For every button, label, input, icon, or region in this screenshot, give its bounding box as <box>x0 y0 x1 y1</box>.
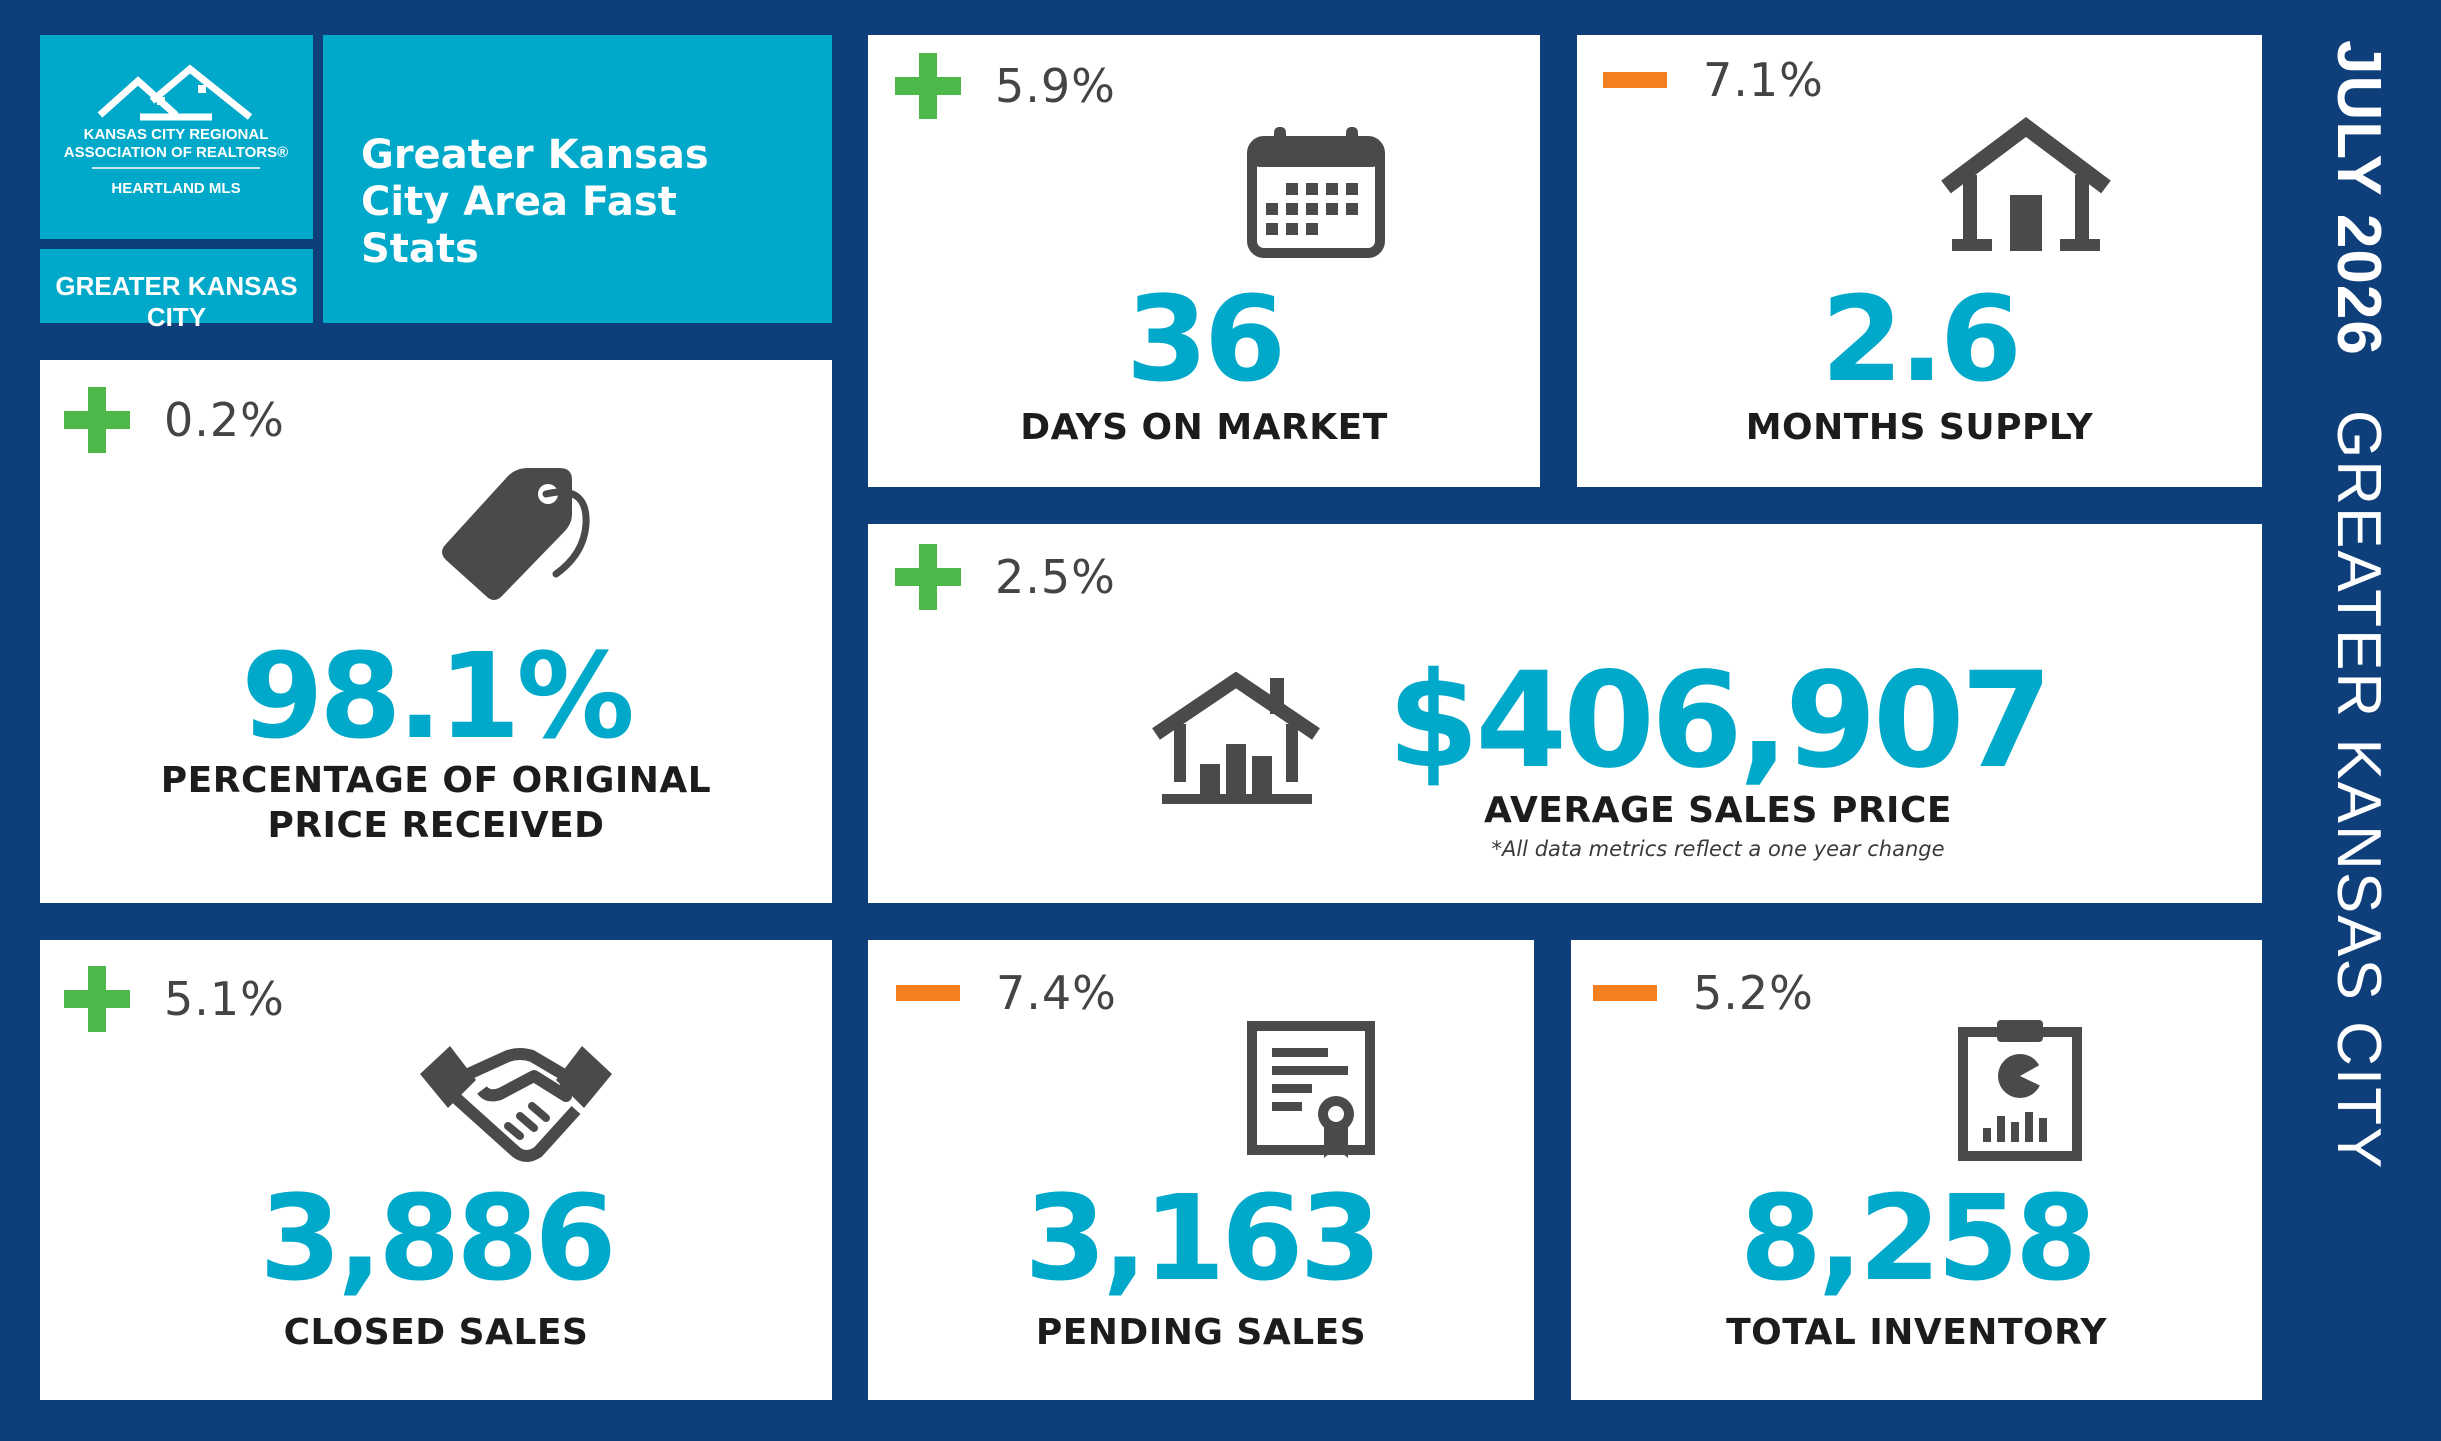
stat-label: MONTHS SUPPLY <box>1745 407 2094 448</box>
stat-label: AVERAGE SALES PRICE <box>1484 790 1952 831</box>
minus-icon <box>1603 72 1667 88</box>
title-block: Greater Kansas City Area Fast Stats <box>323 35 832 323</box>
stat-value: 98.1% <box>241 627 634 765</box>
report-month: JULY 2026 <box>2324 40 2393 356</box>
change-percent: 5.9% <box>995 59 1116 113</box>
handshake-icon <box>420 1046 612 1162</box>
change-percent: 0.2% <box>164 393 285 447</box>
calendar-icon <box>1247 127 1385 258</box>
svg-text:HEARTLAND MLS: HEARTLAND MLS <box>111 180 240 197</box>
card-total-inventory: 5.2% 8,258 TOTAL INVENTORY <box>1571 940 2262 1400</box>
change-indicator: 5.9% <box>895 53 1116 119</box>
plus-icon <box>64 966 130 1032</box>
minus-icon <box>1593 985 1657 1001</box>
card-months-supply: 7.1% 2.6 MONTHS SUPPLY <box>1577 35 2262 487</box>
change-indicator: 7.1% <box>1601 53 1824 107</box>
card-closed-sales: 5.1% 3,886 CLOSED SALES <box>40 940 832 1400</box>
stat-label-line1: PERCENTAGE OF ORIGINAL <box>160 760 712 801</box>
logo-icon: KANSAS CITY REGIONAL ASSOCIATION OF REAL… <box>64 64 288 197</box>
plus-icon <box>895 53 961 119</box>
svg-text:ASSOCIATION OF REALTORS®: ASSOCIATION OF REALTORS® <box>64 144 288 161</box>
card-pending-sales: 7.4% 3,163 PENDING SALES <box>868 940 1534 1400</box>
change-indicator: 2.5% <box>895 544 1116 610</box>
plus-icon <box>895 544 961 610</box>
house-icon <box>1941 117 2111 251</box>
stat-label: DAYS ON MARKET <box>1020 407 1388 448</box>
change-percent: 7.1% <box>1703 53 1824 107</box>
change-percent: 2.5% <box>995 550 1116 604</box>
change-indicator: 5.1% <box>64 966 285 1032</box>
card-percentage-original-price: 0.2% 98.1% PERCENTAGE OF ORIGINAL PRICE … <box>40 360 832 903</box>
clipboard-chart-icon <box>1958 1020 2082 1161</box>
change-percent: 5.2% <box>1693 966 1814 1020</box>
svg-text:KANSAS CITY REGIONAL: KANSAS CITY REGIONAL <box>84 126 269 143</box>
minus-icon <box>896 985 960 1001</box>
card-average-sales-price: 2.5% $406,907 AVERAGE SALES PRICE *All d… <box>868 524 2262 903</box>
stat-label: CLOSED SALES <box>283 1312 589 1353</box>
footnote: *All data metrics reflect a one year cha… <box>1491 837 1945 861</box>
stat-value: 3,163 <box>1024 1169 1381 1307</box>
page-title: Greater Kansas City Area Fast Stats <box>361 132 709 272</box>
stat-value: 2.6 <box>1820 270 2022 408</box>
change-indicator: 5.2% <box>1591 966 1814 1020</box>
stat-label-line2: PRICE RECEIVED <box>267 805 605 846</box>
report-area: GREATER KANSAS CITY <box>2324 410 2393 1171</box>
change-percent: 7.4% <box>996 966 1117 1020</box>
certificate-icon <box>1247 1021 1375 1158</box>
change-indicator: 7.4% <box>894 966 1117 1020</box>
change-indicator: 0.2% <box>64 387 285 453</box>
area-tab: GREATER KANSAS CITY <box>40 249 313 332</box>
house-chart-icon <box>1152 672 1320 804</box>
change-percent: 5.1% <box>164 972 285 1026</box>
price-tag-icon <box>442 468 590 600</box>
area-tab-label: GREATER KANSAS CITY <box>55 271 298 332</box>
card-days-on-market: 5.9% 36 DAYS ON MARKET <box>868 35 1540 487</box>
stat-value: 8,258 <box>1739 1169 2097 1307</box>
stat-label: PENDING SALES <box>1035 1312 1367 1353</box>
stat-value: $406,907 <box>1387 644 2052 798</box>
stat-value: 3,886 <box>259 1169 616 1307</box>
stat-label: TOTAL INVENTORY <box>1726 1312 2107 1353</box>
plus-icon <box>64 387 130 453</box>
sidebar-heading: JULY 2026 GREATER KANSAS CITY <box>2323 40 2394 1171</box>
stat-value: 36 <box>1125 270 1286 408</box>
logo-block: KANSAS CITY REGIONAL ASSOCIATION OF REAL… <box>40 35 313 239</box>
